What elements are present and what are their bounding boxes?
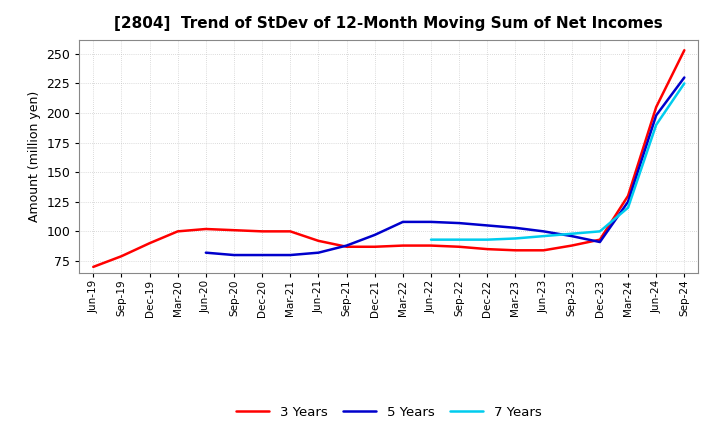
3 Years	[117, 253, 126, 259]
5 Years	[286, 253, 294, 258]
7 Years	[652, 122, 660, 128]
3 Years	[595, 237, 604, 242]
5 Years	[455, 220, 464, 226]
3 Years	[624, 193, 632, 198]
3 Years	[145, 241, 154, 246]
3 Years	[230, 227, 238, 233]
3 Years	[286, 229, 294, 234]
5 Years	[314, 250, 323, 255]
5 Years	[202, 250, 210, 255]
Y-axis label: Amount (million yen): Amount (million yen)	[28, 91, 41, 222]
3 Years	[89, 264, 98, 270]
7 Years	[624, 205, 632, 210]
3 Years	[539, 248, 548, 253]
5 Years	[483, 223, 492, 228]
5 Years	[370, 232, 379, 238]
3 Years	[202, 226, 210, 231]
5 Years	[539, 229, 548, 234]
3 Years	[455, 244, 464, 249]
3 Years	[342, 244, 351, 249]
7 Years	[595, 229, 604, 234]
Legend: 3 Years, 5 Years, 7 Years: 3 Years, 5 Years, 7 Years	[230, 401, 547, 425]
3 Years	[370, 244, 379, 249]
3 Years	[511, 248, 520, 253]
5 Years	[680, 75, 688, 80]
7 Years	[539, 234, 548, 239]
3 Years	[652, 104, 660, 110]
3 Years	[483, 246, 492, 252]
Title: [2804]  Trend of StDev of 12-Month Moving Sum of Net Incomes: [2804] Trend of StDev of 12-Month Moving…	[114, 16, 663, 32]
5 Years	[595, 239, 604, 245]
7 Years	[680, 81, 688, 86]
5 Years	[230, 253, 238, 258]
5 Years	[652, 113, 660, 118]
5 Years	[567, 234, 576, 239]
5 Years	[427, 219, 436, 224]
3 Years	[399, 243, 408, 248]
5 Years	[258, 253, 266, 258]
Line: 7 Years: 7 Years	[431, 84, 684, 240]
3 Years	[427, 243, 436, 248]
3 Years	[258, 229, 266, 234]
3 Years	[314, 238, 323, 243]
5 Years	[511, 225, 520, 231]
5 Years	[399, 219, 408, 224]
3 Years	[174, 229, 182, 234]
Line: 3 Years: 3 Years	[94, 50, 684, 267]
7 Years	[511, 236, 520, 241]
3 Years	[680, 48, 688, 53]
5 Years	[342, 243, 351, 248]
Line: 5 Years: 5 Years	[206, 77, 684, 255]
7 Years	[455, 237, 464, 242]
5 Years	[624, 199, 632, 205]
7 Years	[427, 237, 436, 242]
7 Years	[483, 237, 492, 242]
7 Years	[567, 231, 576, 236]
3 Years	[567, 243, 576, 248]
